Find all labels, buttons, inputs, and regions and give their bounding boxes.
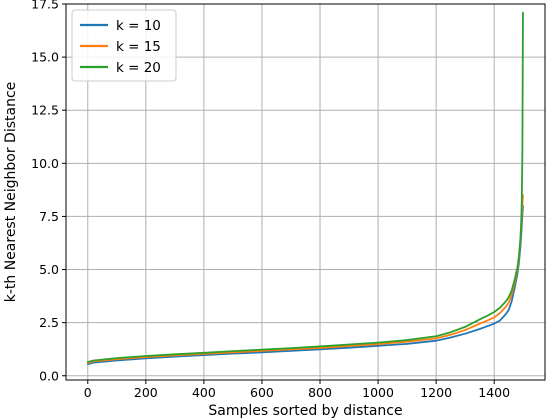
y-tick-label: 17.5 (31, 0, 59, 12)
x-tick-label: 0 (84, 385, 92, 400)
legend-label: k = 15 (116, 39, 161, 55)
y-tick-label: 15.0 (31, 50, 59, 65)
y-tick-label: 0.0 (39, 368, 59, 383)
legend-label: k = 10 (116, 18, 161, 34)
legend: k = 10 k = 15 k = 20 (71, 9, 177, 82)
series-line-2 (86, 194, 524, 364)
legend-label: k = 20 (116, 60, 161, 76)
y-tick-label: 7.5 (39, 209, 59, 224)
y-tick-label: 12.5 (31, 103, 59, 118)
series-lines (86, 11, 524, 365)
y-tick-label: 10.0 (31, 156, 59, 171)
axis-ticks: 0 200 400 600 800 1000 1200 1400 0.0 2.5 5.0 7.5 10.… (31, 0, 510, 400)
x-axis-label: Samples sorted by distance (208, 403, 402, 419)
x-tick-label: 1000 (362, 385, 394, 400)
legend-box (71, 9, 177, 82)
y-axis-label: k-th Nearest Neighbor Distance (3, 82, 19, 303)
y-tick-label: 5.0 (39, 262, 59, 277)
series-line-1 (86, 204, 524, 365)
y-tick-label: 2.5 (39, 315, 59, 330)
x-tick-label: 1400 (478, 385, 510, 400)
x-tick-label: 1200 (420, 385, 452, 400)
x-tick-label: 200 (134, 385, 158, 400)
x-tick-label: 600 (250, 385, 274, 400)
x-tick-label: 400 (192, 385, 216, 400)
grid (66, 3, 545, 380)
series-line-3 (86, 11, 524, 363)
plot-frame (65, 3, 546, 381)
x-tick-label: 800 (308, 385, 332, 400)
